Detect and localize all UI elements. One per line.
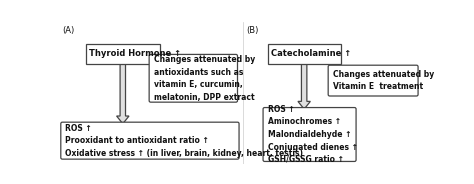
Text: Changes attenuated by
Vitamin E  treatment: Changes attenuated by Vitamin E treatmen…	[333, 70, 434, 91]
Text: Catecholamine ↑: Catecholamine ↑	[271, 49, 351, 58]
FancyBboxPatch shape	[86, 44, 160, 64]
FancyBboxPatch shape	[61, 122, 239, 159]
Text: (B): (B)	[246, 26, 258, 35]
Text: ROS ↑
Prooxidant to antioxidant ratio ↑
Oxidative stress ↑ (in liver, brain, kid: ROS ↑ Prooxidant to antioxidant ratio ↑ …	[65, 124, 303, 158]
FancyBboxPatch shape	[263, 108, 356, 161]
Text: Thyroid Hormone ↑: Thyroid Hormone ↑	[90, 49, 182, 58]
Text: ROS ↑
Aminochromes ↑
Malondialdehyde ↑
Conjugated dienes ↑
GSH/GSSG ratio ↑: ROS ↑ Aminochromes ↑ Malondialdehyde ↑ C…	[268, 105, 358, 164]
Polygon shape	[117, 64, 129, 124]
FancyBboxPatch shape	[149, 54, 237, 102]
Text: (A): (A)	[63, 26, 74, 35]
Polygon shape	[298, 64, 310, 109]
FancyBboxPatch shape	[268, 44, 341, 64]
FancyBboxPatch shape	[328, 65, 418, 96]
Text: Changes attenuated by
antioxidants such as
vitamin E, curcumin,
melatonin, DPP e: Changes attenuated by antioxidants such …	[154, 55, 255, 102]
